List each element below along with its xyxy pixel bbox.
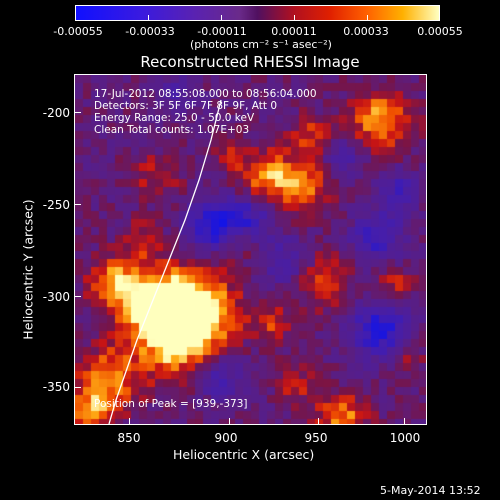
solar-limb-line [108,99,222,424]
x-axis-label: Heliocentric X (arcsec) [173,447,315,462]
image-plot-area [74,74,427,425]
overlay-detectors: Detectors: 3F 5F 6F 7F 8F 9F, Att 0 [94,100,278,112]
overlay-time: 17-Jul-2012 08:55:08.000 to 08:56:04.000 [94,88,317,100]
y-tick-mark [74,204,81,205]
x-tick-mark [318,418,319,425]
y-tick-mark [74,112,81,113]
y-axis-label: Heliocentric Y (arcsec) [20,199,36,340]
colorbar-tick [439,15,440,20]
colorbar-tick-label: -0.00055 [53,25,103,38]
rhessi-image [75,75,426,424]
x-tick-label: 850 [117,431,141,445]
colorbar-tick-label: 0.00011 [271,25,317,38]
colorbar-tick-label: 0.00055 [417,25,463,38]
y-tick-mark [74,387,81,388]
overlay-peak: Position of Peak = [939,-373] [94,398,248,410]
y-tick-mark [74,296,81,297]
colorbar-tick-label: 0.00033 [343,25,389,38]
x-tick-label: 900 [214,431,238,445]
overlay-energy: Energy Range: 25.0 - 50.0 keV [94,112,255,124]
colorbar-tick [367,15,368,20]
footer-date: 5-May-2014 13:52 [380,484,481,497]
x-tick-mark [229,418,230,425]
x-tick-label: 950 [304,431,328,445]
colorbar-units: (photons cm⁻² s⁻¹ asec⁻²) [190,38,332,51]
colorbar-tick [75,15,76,20]
limb-overlay [108,99,222,424]
colorbar-tick [294,15,295,20]
y-tick-label: -250 [42,198,70,212]
colorbar-tick [221,15,222,20]
overlay-clean: Clean Total counts: 1.07E+03 [94,124,250,136]
y-tick-label: -300 [42,290,70,304]
y-tick-label: -350 [42,380,70,394]
x-tick-mark [404,418,405,425]
colorbar-tick [148,15,149,20]
colorbar-tick-label: -0.00033 [125,25,175,38]
colorbar [75,5,440,21]
colorbar-tick-label: -0.00011 [197,25,247,38]
x-tick-mark [129,418,130,425]
x-tick-label: 1000 [389,431,421,445]
image-title: Reconstructed RHESSI Image [140,53,360,71]
y-tick-label: -200 [42,106,70,120]
